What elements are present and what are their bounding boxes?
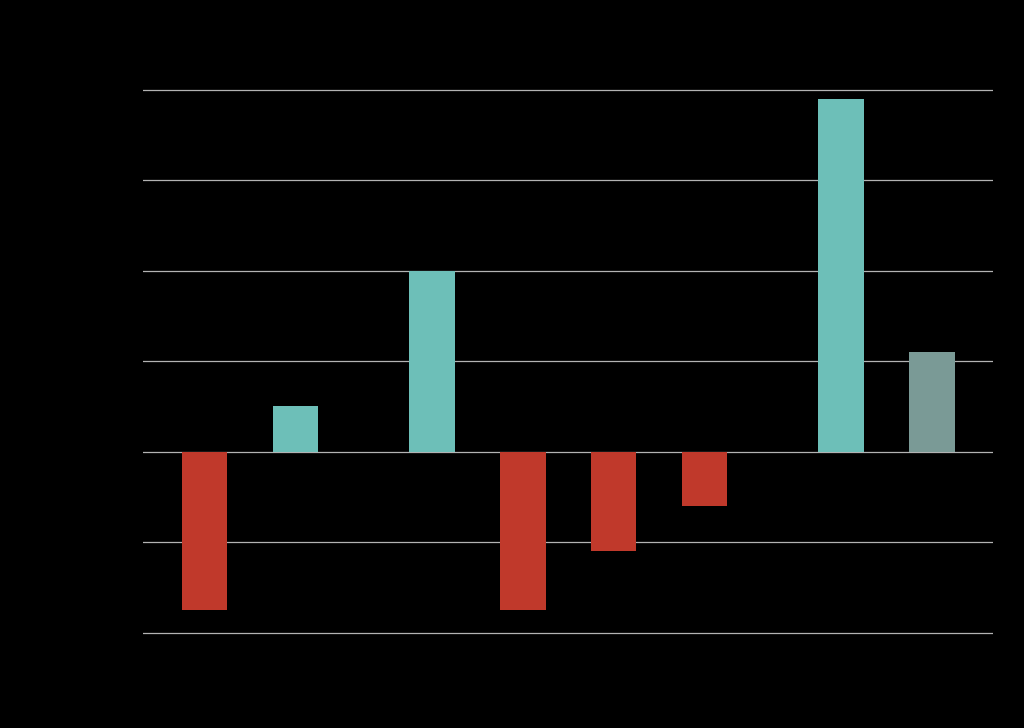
Bar (410, 271, 455, 451)
Bar (909, 352, 954, 451)
Bar (591, 451, 637, 551)
Bar (682, 451, 727, 506)
Bar (818, 99, 864, 451)
Bar (272, 406, 318, 451)
Bar (500, 451, 546, 610)
Bar (182, 451, 227, 610)
